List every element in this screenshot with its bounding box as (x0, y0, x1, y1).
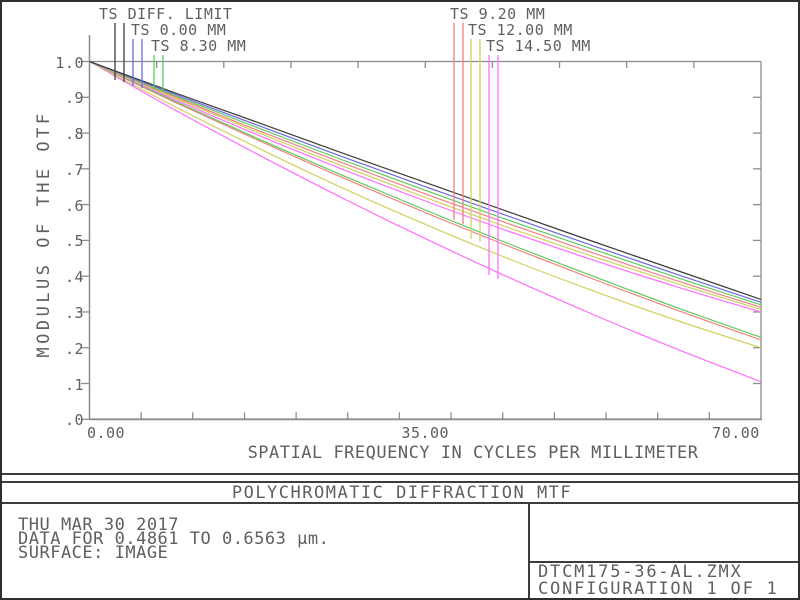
x-axis-title: SPATIAL FREQUENCY IN CYCLES PER MILLIMET… (247, 443, 699, 463)
y-tick-label-p1: .1 (64, 375, 84, 394)
legend-label-ts-14-50-mm: TS 14.50 MM (486, 37, 591, 55)
y-axis-title: MODULUS OF THE OTF (34, 110, 54, 358)
x-tick-label-0p00: 0.00 (86, 424, 126, 442)
graph-panel-divider (2, 473, 798, 475)
mtf-curve-ts-14-50-mm-tangential (89, 60, 762, 383)
plot-title: POLYCHROMATIC DIFFRACTION MTF (231, 483, 573, 503)
y-tick-label-p7: .7 (64, 160, 84, 179)
legend-label-ts-diff-limit: TS DIFF. LIMIT (99, 5, 233, 23)
y-tick-label-p6: .6 (64, 196, 84, 215)
footer-cell-divider (528, 502, 530, 598)
title-band-top-rule (2, 481, 798, 483)
mtf-curve-ts-9-20-mm-sagittal (89, 60, 762, 308)
mtf-curve-ts-0-00-mm (89, 60, 762, 303)
mtf-curve-ts-12-00-mm-sagittal (89, 60, 762, 311)
mtf-curve-ts-diff-limit (89, 60, 762, 300)
y-tick-label-p8: .8 (64, 125, 84, 144)
y-tick-label-p2: .2 (64, 339, 84, 358)
mtf-curve-ts-9-20-mm-tangential (89, 60, 762, 341)
x-tick-label-70p00: 70.00 (712, 424, 760, 442)
x-tick-label-35p00: 35.00 (401, 424, 450, 442)
legend-label-ts-0-00-mm: TS 0.00 MM (131, 21, 227, 39)
mtf-chart (81, 23, 762, 421)
legend-label-ts-9-20-mm: TS 9.20 MM (450, 5, 546, 23)
mtf-curve-ts-8-30-mm-sagittal (89, 60, 762, 306)
mtf-curve-ts-14-50-mm-sagittal (89, 60, 762, 313)
y-tick-label-p3: .3 (64, 303, 84, 322)
mtf-curve-ts-12-00-mm-tangential (89, 60, 762, 349)
legend-label-ts-8-30-mm: TS 8.30 MM (151, 37, 247, 55)
legend-label-ts-12-00-mm: TS 12.00 MM (468, 21, 573, 39)
wavelength-range-text: DATA FOR 0.4861 TO 0.6563 µm. (18, 529, 330, 549)
title-band-bottom-rule (2, 502, 798, 504)
y-tick-label-p4: .4 (64, 268, 84, 287)
mtf-curve-ts-8-30-mm-tangential (89, 60, 762, 338)
y-tick-label-p0: .0 (64, 411, 84, 430)
footer-cell-rule (528, 561, 798, 563)
date-text: THU MAR 30 2017 (18, 515, 180, 535)
y-tick-label-1p0: 1.0 (55, 53, 84, 72)
surface-text: SURFACE: IMAGE (18, 543, 169, 563)
y-tick-label-p9: .9 (64, 89, 84, 108)
y-tick-label-p5: .5 (64, 232, 84, 251)
configuration-label: CONFIGURATION 1 OF 1 (538, 579, 779, 599)
lens-filename: DTCM175-36-AL.ZMX (538, 562, 743, 582)
